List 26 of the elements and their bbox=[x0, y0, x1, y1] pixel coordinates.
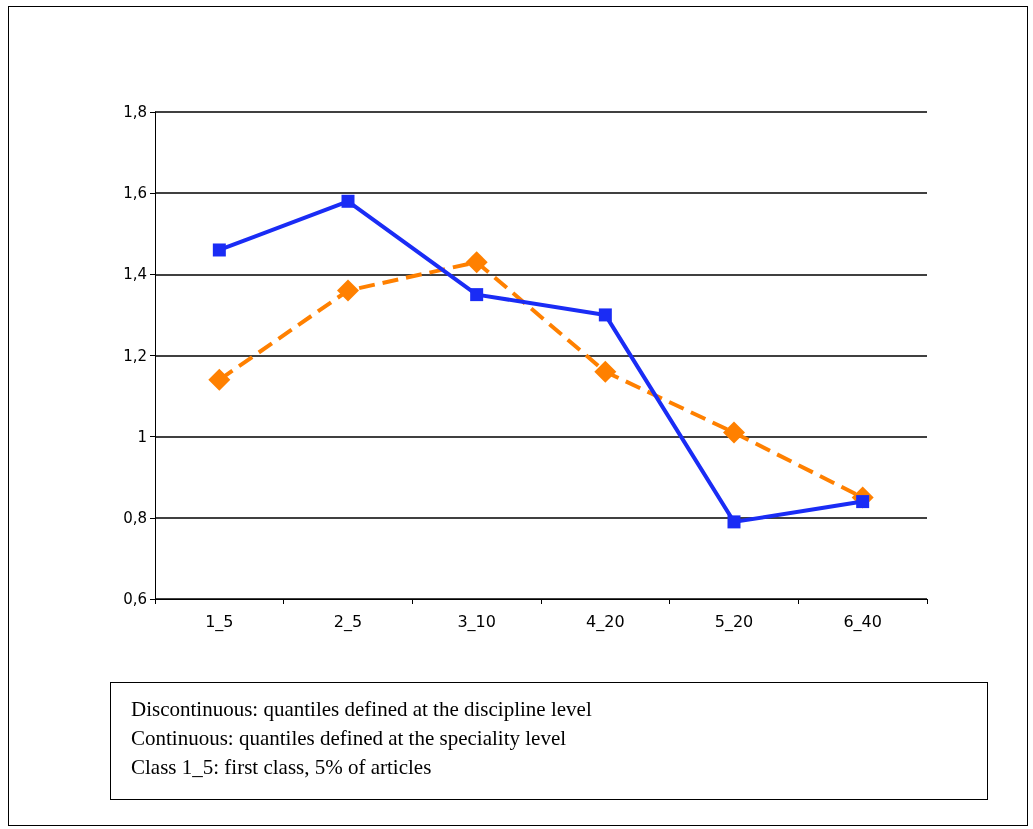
point bbox=[723, 421, 745, 444]
y-tick-label: 1,6 bbox=[123, 184, 147, 203]
point bbox=[598, 308, 612, 322]
point bbox=[341, 194, 355, 208]
x-tick-label: 6_40 bbox=[843, 611, 882, 632]
point bbox=[465, 251, 488, 274]
x-tick-label: 5_20 bbox=[714, 611, 754, 632]
point bbox=[727, 515, 741, 529]
x-tick-label: 1_5 bbox=[205, 611, 234, 632]
y-tick-label: 1,2 bbox=[123, 346, 147, 365]
point bbox=[470, 288, 484, 302]
y-tick-label: 0,8 bbox=[123, 508, 147, 527]
x-tick-label: 2_5 bbox=[333, 611, 363, 632]
y-tick-label: 0,6 bbox=[123, 590, 147, 608]
x-tick-label: 4_20 bbox=[586, 611, 625, 632]
y-tick-label: 1 bbox=[137, 427, 147, 446]
y-tick-label: 1,8 bbox=[123, 103, 147, 121]
text: Continuous: quantiles defined at the speciality level bbox=[131, 725, 568, 752]
point bbox=[337, 279, 359, 302]
y-tick-label: 1,4 bbox=[123, 265, 147, 284]
text: Class 1_5: first class, 5% of articles bbox=[131, 754, 433, 781]
text: Discontinuous: quantiles defined at the discipline level bbox=[131, 696, 593, 723]
point bbox=[594, 360, 617, 383]
point bbox=[212, 243, 226, 257]
x-tick-label: 3_10 bbox=[457, 611, 496, 632]
point bbox=[208, 368, 231, 391]
